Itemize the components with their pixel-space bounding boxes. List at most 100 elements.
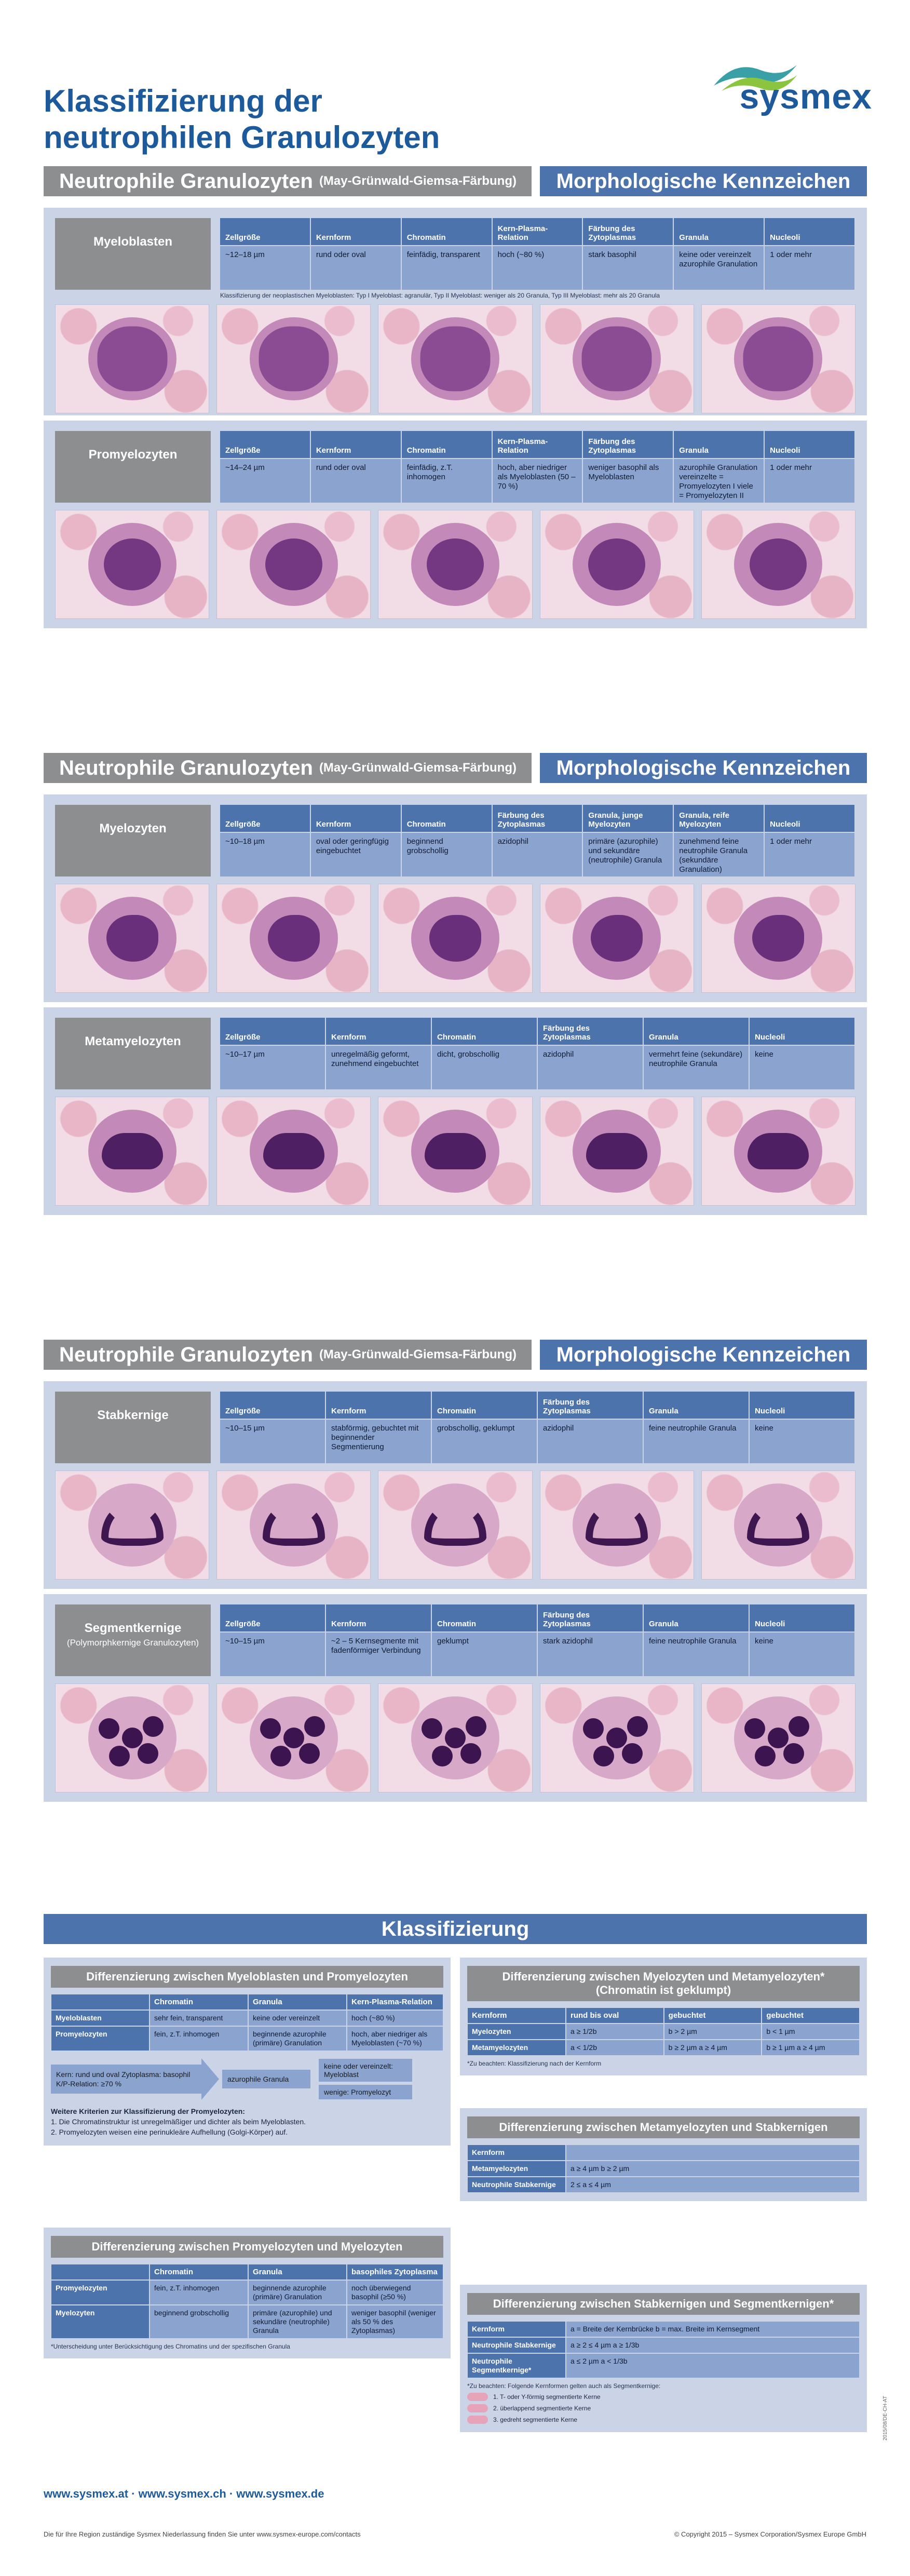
column-header: Zellgröße — [220, 805, 311, 832]
box2-title: Differenzierung zwischen Promyelozyten u… — [51, 2236, 443, 2258]
column-value: azidophil — [538, 1045, 644, 1089]
cell-nucleus — [750, 538, 807, 590]
micrograph-image — [55, 1471, 210, 1580]
cell-cytoplasm — [573, 1483, 661, 1567]
micrograph-image — [539, 304, 694, 413]
cell-cytoplasm — [411, 1483, 499, 1567]
column-value: primäre (azurophile) und sekundäre (neut… — [583, 832, 674, 876]
table-cell: beginnende azurophile (primäre) Granulat… — [248, 2280, 347, 2305]
column-header: Zellgröße — [220, 431, 311, 458]
cell-cytoplasm — [573, 1696, 661, 1779]
micrograph-image — [378, 510, 533, 619]
micrograph-row — [55, 304, 855, 413]
micrograph-image — [55, 510, 210, 619]
cell-nucleus — [101, 1133, 163, 1169]
micrograph-image — [55, 1097, 210, 1206]
table-cell: a ≥ 4 µm b ≥ 2 µm — [566, 2161, 860, 2177]
cell-cytoplasm — [734, 1696, 823, 1779]
cell-cytoplasm — [249, 1110, 338, 1193]
cell-nucleus — [768, 1728, 789, 1748]
column-value: ~10–15 µm — [220, 1419, 326, 1463]
cell-cytoplasm — [734, 1483, 823, 1567]
column-header: Granula — [644, 1392, 750, 1419]
table-cell: b < 1 µm — [762, 2024, 860, 2040]
micrograph-row — [55, 1471, 855, 1580]
cell-nucleus — [121, 1728, 143, 1748]
cell-type-name: Myelozyten — [55, 805, 211, 876]
column-header: Nucleoli — [750, 1604, 855, 1631]
micrograph-image — [216, 1097, 371, 1206]
box5-footnote: *Zu beachten: Folgende Kernformen gelten… — [467, 2382, 661, 2390]
table-cell: a ≥ 1/2b — [566, 2024, 664, 2040]
section-header-title: Neutrophile Granulozyten — [59, 1343, 313, 1366]
table-cell: Metamyelozyten — [467, 2040, 566, 2056]
micrograph-image — [701, 1683, 855, 1792]
twisted-shape-icon — [467, 2416, 488, 2424]
column-value: stabförmig, gebuchtet mit beginnender Se… — [326, 1419, 432, 1463]
table-cell: Kernform — [467, 2145, 566, 2161]
table-cell: hoch, aber niedriger als Myeloblasten (~… — [347, 2026, 443, 2051]
column-value: geklumpt — [432, 1631, 538, 1676]
column-header: Granula, junge Myelozyten — [583, 805, 674, 832]
column-header: Chromatin — [432, 1604, 538, 1631]
column-header: Färbung des Zytoplasmas — [538, 1392, 644, 1419]
cell-cytoplasm — [88, 1483, 176, 1567]
table-cell: Neutrophile Segmentkernige* — [467, 2353, 566, 2378]
cell-nucleus — [424, 1504, 486, 1546]
table-header: gebuchtet — [762, 2007, 860, 2024]
table-cell: beginnende azurophile (primäre) Granulat… — [248, 2026, 347, 2051]
cell-panel: Myelozyten Zellgröße Kernform Chromatin Fär… — [44, 794, 867, 1002]
micrograph-image — [378, 1471, 533, 1580]
table-cell: fein, z.T. inhomogen — [150, 2026, 248, 2051]
table-header: Granula — [248, 1994, 347, 2010]
micrograph-image — [55, 1683, 210, 1792]
legend-row-1: 1. T- oder Y-förmig segmentierte Kerne — [467, 2393, 860, 2401]
cell-panel: Myeloblasten Zellgröße Kernform Chromatin K… — [44, 208, 867, 415]
title-line-1: Klassifizierung der — [44, 84, 322, 118]
column-header: Kernform — [326, 1018, 432, 1045]
cell-nucleus — [586, 1504, 648, 1546]
micrograph-image — [539, 1683, 694, 1792]
cell-cytoplasm — [249, 1696, 338, 1779]
table-cell: primäre (azurophile) und sekundäre (neut… — [248, 2305, 347, 2339]
cell-cytoplasm — [573, 897, 661, 980]
website-links[interactable]: www.sysmex.at · www.sysmex.ch · www.sysm… — [44, 2487, 324, 2500]
column-header: Färbung des Zytoplasmas — [492, 805, 583, 832]
column-header: Färbung des Zytoplasmas — [583, 431, 674, 458]
column-header: Chromatin — [401, 431, 493, 458]
table-cell: Promyelozyten — [51, 2280, 150, 2305]
t-shape-icon — [467, 2393, 488, 2401]
column-value: keine oder vereinzelt azurophile Granula… — [674, 245, 765, 290]
micrograph-image — [701, 1097, 855, 1206]
box1-table: Chromatin Granula Kern-Plasma-Relation Myel… — [51, 1994, 443, 2051]
cell-cytoplasm — [573, 317, 661, 400]
box2-table: Chromatin Granula basophiles Zytoplasma Pro… — [51, 2264, 443, 2339]
flow-granula: azurophile Granula — [222, 2070, 310, 2088]
box4-title: Differenzierung zwischen Metamyelozyten … — [467, 2116, 860, 2138]
cell-cytoplasm — [249, 317, 338, 400]
cell-nucleus — [429, 915, 481, 962]
column-value: dicht, grobschollig — [432, 1045, 538, 1089]
cell-nucleus — [444, 1728, 466, 1748]
column-value: hoch (~80 %) — [492, 245, 583, 290]
column-header: Granula — [674, 431, 765, 458]
column-value: weniger basophil als Myeloblasten — [583, 458, 674, 503]
morphology-table: Zellgröße Kernform Chromatin Färbung des Zy… — [220, 1604, 855, 1676]
cell-cytoplasm — [411, 317, 499, 400]
document-code: 2015/08/DE-CH-AT — [882, 2396, 888, 2440]
table-cell: a < 1/2b — [566, 2040, 664, 2056]
table-cell: hoch (~80 %) — [347, 2010, 443, 2026]
cell-type-name: Promyelozyten — [55, 431, 211, 503]
micrograph-image — [216, 884, 371, 993]
column-header: Kernform — [310, 805, 402, 832]
table-cell: beginnend grobschollig — [150, 2305, 248, 2339]
table-cell: Kernform — [467, 2321, 566, 2337]
section-header-right: Morphologische Kennzeichen — [540, 753, 867, 783]
table-cell: weniger basophil (weniger als 50 % des Z… — [347, 2305, 443, 2339]
column-header: Granula — [674, 218, 765, 245]
micrograph-image — [701, 304, 855, 413]
cell-note: Klassifizierung der neoplastischen Myelo… — [220, 292, 660, 299]
column-header: Chromatin — [432, 1392, 538, 1419]
cell-cytoplasm — [249, 1483, 338, 1567]
column-value: feinfädig, transparent — [401, 245, 493, 290]
